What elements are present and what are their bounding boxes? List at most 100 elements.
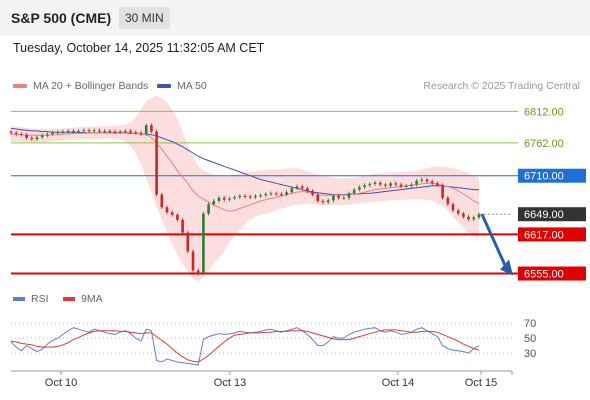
legend-rsi-ma: 9MA (63, 293, 103, 305)
candle-84 (446, 197, 450, 205)
legend-ma50-label: MA 50 (177, 80, 207, 92)
candle-37 (202, 213, 205, 274)
candle-42 (228, 198, 231, 200)
candle-57 (306, 188, 309, 191)
candle-29 (160, 194, 164, 208)
candle-13 (77, 130, 80, 132)
candle-44 (238, 195, 242, 198)
candle-16 (92, 130, 96, 132)
candle-36 (196, 270, 200, 274)
forecast-arrow-head (500, 259, 513, 276)
candle-88 (467, 216, 470, 220)
x-tick-label-3: Oct 15 (465, 377, 497, 389)
candle-11 (66, 130, 70, 132)
candle-27 (150, 125, 153, 132)
candle-71 (378, 182, 382, 185)
candle-41 (222, 197, 226, 200)
candle-23 (129, 130, 132, 133)
bollinger-band (11, 95, 479, 282)
candle-28 (155, 131, 158, 195)
candle-61 (326, 200, 330, 203)
candle-1 (14, 132, 18, 135)
timestamp: Tuesday, October 14, 2025 11:32:05 AM CE… (13, 41, 265, 55)
rsi-level-label-1: 50 (524, 333, 536, 345)
candle-70 (373, 182, 377, 184)
candle-87 (462, 213, 465, 217)
candle-32 (176, 214, 179, 220)
candle-77 (410, 184, 413, 186)
candle-9 (56, 132, 60, 134)
interval-button[interactable]: 30 MIN (119, 7, 170, 29)
level-label-2: 6710.00 (524, 171, 564, 183)
candle-19 (108, 130, 112, 132)
top-bar (0, 0, 590, 36)
candle-54 (290, 188, 294, 193)
candle-64 (342, 197, 346, 199)
legend-ma20: MA 20 + Bollinger Bands (13, 80, 148, 92)
ma50-swatch (157, 84, 171, 89)
candle-63 (337, 195, 340, 198)
candle-4 (30, 137, 34, 140)
candle-51 (274, 193, 278, 195)
candle-46 (248, 196, 252, 198)
candle-74 (394, 183, 398, 185)
candle-67 (358, 187, 361, 190)
x-tick-label-0: Oct 10 (45, 377, 77, 389)
candle-3 (25, 134, 28, 138)
ma20-swatch (13, 84, 27, 89)
candle-15 (87, 130, 91, 132)
candle-90 (477, 214, 481, 218)
level-tag-2 (518, 168, 586, 183)
level-label-0: 6812.00 (524, 106, 564, 118)
candle-6 (40, 135, 44, 138)
candle-72 (384, 184, 387, 186)
candle-79 (420, 179, 424, 181)
copyright: Research © 2025 Trading Central (423, 80, 580, 92)
candle-78 (415, 180, 418, 185)
rsi-level-label-0: 70 (524, 318, 536, 330)
candle-18 (103, 130, 106, 132)
candle-82 (436, 183, 439, 186)
level-tag-3 (518, 207, 586, 222)
candle-26 (144, 125, 148, 135)
candle-62 (332, 195, 335, 201)
candle-85 (451, 204, 455, 211)
candle-34 (186, 232, 190, 252)
candle-7 (46, 134, 49, 136)
candle-66 (352, 189, 356, 194)
candle-5 (35, 137, 39, 140)
candle-49 (264, 194, 268, 196)
candle-89 (472, 217, 476, 220)
candle-69 (368, 183, 372, 186)
candle-47 (254, 195, 257, 198)
rsi-line (10, 327, 480, 366)
candle-2 (20, 134, 23, 136)
candle-30 (165, 207, 169, 213)
legend-ma20-label: MA 20 + Bollinger Bands (33, 80, 149, 92)
legend-rsi-label: RSI (31, 293, 49, 305)
candle-65 (347, 193, 351, 198)
candle-80 (425, 179, 429, 182)
candle-52 (280, 194, 283, 196)
legend-rsi-ma-label: 9MA (81, 293, 103, 305)
level-label-1: 6762.00 (524, 138, 564, 150)
rsi-level-label-2: 30 (524, 348, 536, 360)
rsi-ma-swatch (63, 297, 75, 302)
level-tag-4 (518, 227, 586, 242)
candle-33 (181, 219, 184, 233)
candle-24 (134, 132, 138, 134)
candle-43 (233, 197, 236, 199)
candle-53 (285, 192, 288, 195)
candle-75 (399, 184, 403, 187)
candle-76 (404, 185, 408, 187)
candle-0 (9, 131, 13, 133)
candle-73 (389, 183, 392, 186)
candle-17 (98, 130, 101, 132)
candle-55 (295, 186, 299, 189)
candle-45 (243, 195, 247, 197)
candle-40 (217, 197, 221, 201)
candle-83 (441, 185, 444, 198)
candle-81 (430, 181, 434, 184)
candle-8 (51, 132, 54, 135)
